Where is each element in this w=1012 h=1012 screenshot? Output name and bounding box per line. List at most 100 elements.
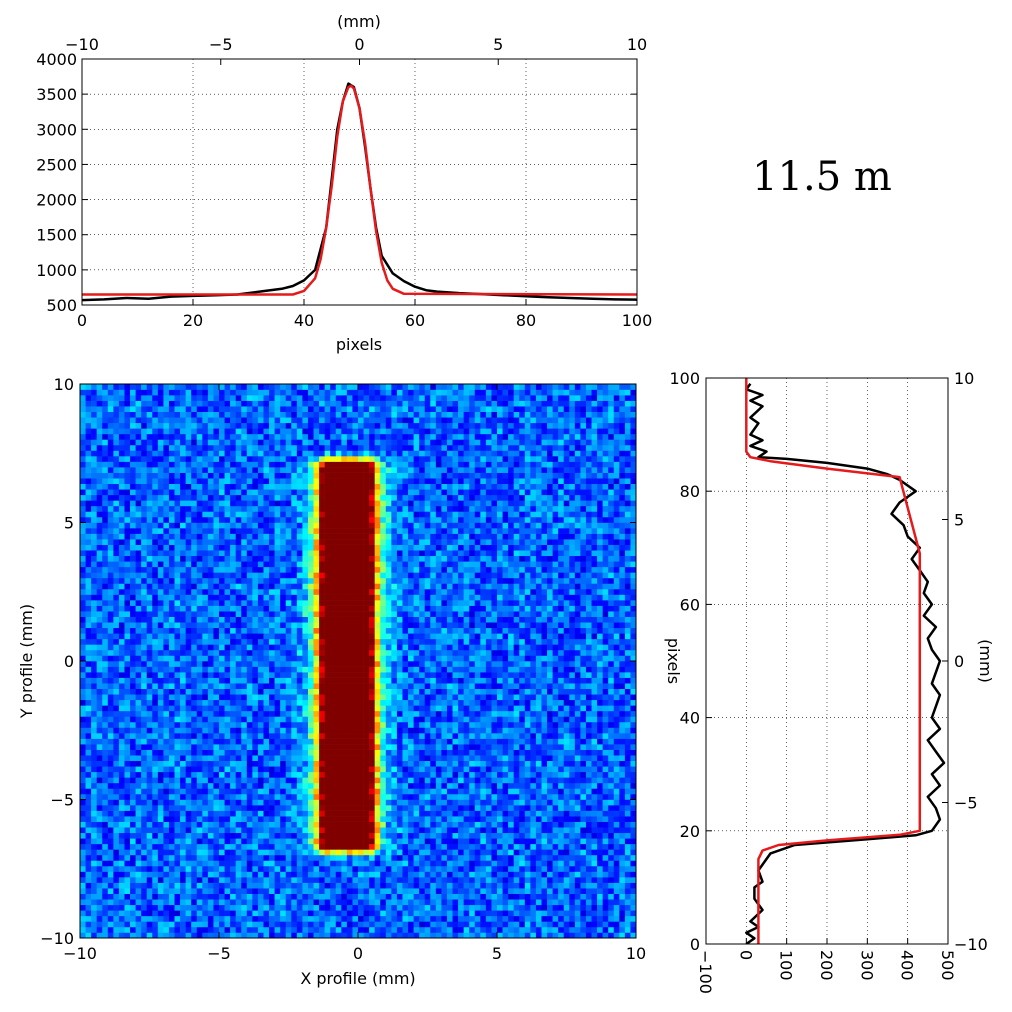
heatmap-cell	[608, 716, 615, 723]
heatmap-cell	[630, 899, 637, 906]
heatmap-cell	[102, 755, 109, 762]
heatmap-cell	[163, 843, 170, 850]
heatmap-cell	[102, 683, 109, 689]
heatmap-cell	[474, 926, 481, 933]
heatmap-cell	[102, 661, 109, 667]
heatmap-cell	[168, 766, 175, 773]
heatmap-cell	[524, 827, 531, 834]
heatmap-cell	[274, 666, 281, 673]
heatmap-cell	[174, 694, 181, 701]
heatmap-cell	[146, 699, 153, 706]
heatmap-cell	[213, 738, 220, 745]
heatmap-cell	[441, 727, 448, 734]
heatmap-cell	[619, 738, 626, 745]
x-profile-ytick-label: 500	[46, 296, 77, 315]
heatmap-cell	[124, 871, 131, 878]
heatmap-cell	[491, 849, 498, 856]
heatmap-cell	[252, 755, 259, 762]
heatmap-cell	[263, 904, 270, 911]
heatmap-cell	[280, 694, 287, 701]
heatmap-cell	[491, 760, 498, 767]
heatmap-cell	[547, 771, 553, 778]
heatmap-cell	[274, 860, 281, 867]
heatmap-cell	[480, 744, 487, 750]
heatmap-cell	[307, 882, 314, 889]
heatmap-cell	[152, 760, 159, 767]
heatmap-cell	[558, 827, 565, 834]
heatmap-cell	[224, 799, 231, 806]
heatmap-cell	[602, 821, 609, 828]
heatmap-cell	[569, 882, 576, 889]
heatmap-cell	[446, 877, 453, 883]
heatmap-cell	[463, 827, 470, 834]
heatmap-cell	[91, 888, 97, 894]
heatmap-cell	[469, 716, 476, 723]
heatmap-cell	[274, 821, 281, 828]
heatmap-cell	[413, 793, 420, 800]
heatmap-cell	[352, 926, 359, 933]
heatmap-cell	[102, 727, 109, 734]
heatmap-cell	[608, 871, 615, 878]
heatmap-cell	[430, 882, 437, 889]
heatmap-cell	[524, 915, 531, 922]
heatmap-cell	[419, 705, 426, 712]
heatmap-cell	[613, 727, 620, 734]
heatmap-cell	[591, 843, 598, 850]
heatmap-cell	[91, 805, 97, 811]
heatmap-cell	[163, 821, 170, 828]
heatmap-cell	[196, 738, 203, 745]
heatmap-cell	[591, 721, 598, 728]
heatmap-cell	[269, 816, 275, 822]
heatmap-cell	[118, 705, 125, 712]
heatmap-cell	[463, 860, 470, 867]
heatmap-cell	[130, 688, 136, 695]
heatmap-cell	[519, 716, 526, 723]
heatmap-cell	[113, 782, 120, 789]
heatmap-cell	[424, 777, 431, 784]
heatmap-cell	[107, 926, 114, 933]
heatmap-cell	[574, 744, 581, 750]
heatmap-cell	[174, 666, 181, 673]
heatmap-cell	[630, 666, 637, 673]
heatmap-cell	[558, 716, 565, 723]
heatmap-cell	[335, 710, 342, 717]
heatmap-cell	[274, 882, 281, 889]
heatmap-cell	[168, 810, 175, 817]
heatmap-cell	[241, 893, 248, 900]
heatmap-cell	[257, 860, 264, 867]
heatmap-cell	[474, 827, 481, 834]
heatmap-cell	[141, 683, 148, 689]
heatmap-cell	[569, 877, 576, 883]
heatmap-cell	[102, 721, 109, 728]
heatmap-cell	[619, 705, 626, 712]
heatmap-cell	[435, 854, 442, 861]
heatmap-cell	[358, 821, 364, 828]
heatmap-cell	[385, 821, 392, 828]
heatmap-cell	[458, 694, 464, 701]
heatmap-cell	[135, 788, 142, 795]
heatmap-cell	[346, 854, 353, 861]
heatmap-cell	[352, 893, 359, 900]
heatmap-cell	[585, 666, 592, 673]
heatmap-cell	[319, 821, 325, 828]
heatmap-cell	[263, 810, 270, 817]
heatmap-cell	[463, 849, 470, 856]
heatmap-cell	[363, 744, 370, 750]
heatmap-cell	[319, 710, 325, 717]
heatmap-cell	[524, 882, 531, 889]
heatmap-cell	[580, 760, 587, 767]
heatmap-cell	[530, 733, 537, 739]
heatmap-cell	[441, 888, 448, 894]
heatmap-cell	[330, 827, 337, 834]
heatmap-cell	[624, 788, 631, 795]
heatmap-cell	[380, 766, 387, 773]
heatmap-cell	[280, 810, 287, 817]
heatmap-cell	[219, 666, 225, 673]
heatmap-cell	[346, 904, 353, 911]
heatmap-cell	[274, 777, 281, 784]
heatmap-cell	[441, 854, 448, 861]
heatmap-cell	[591, 699, 598, 706]
heatmap-cell	[252, 888, 259, 894]
heatmap-cell	[307, 705, 314, 712]
heatmap-cell	[446, 699, 453, 706]
